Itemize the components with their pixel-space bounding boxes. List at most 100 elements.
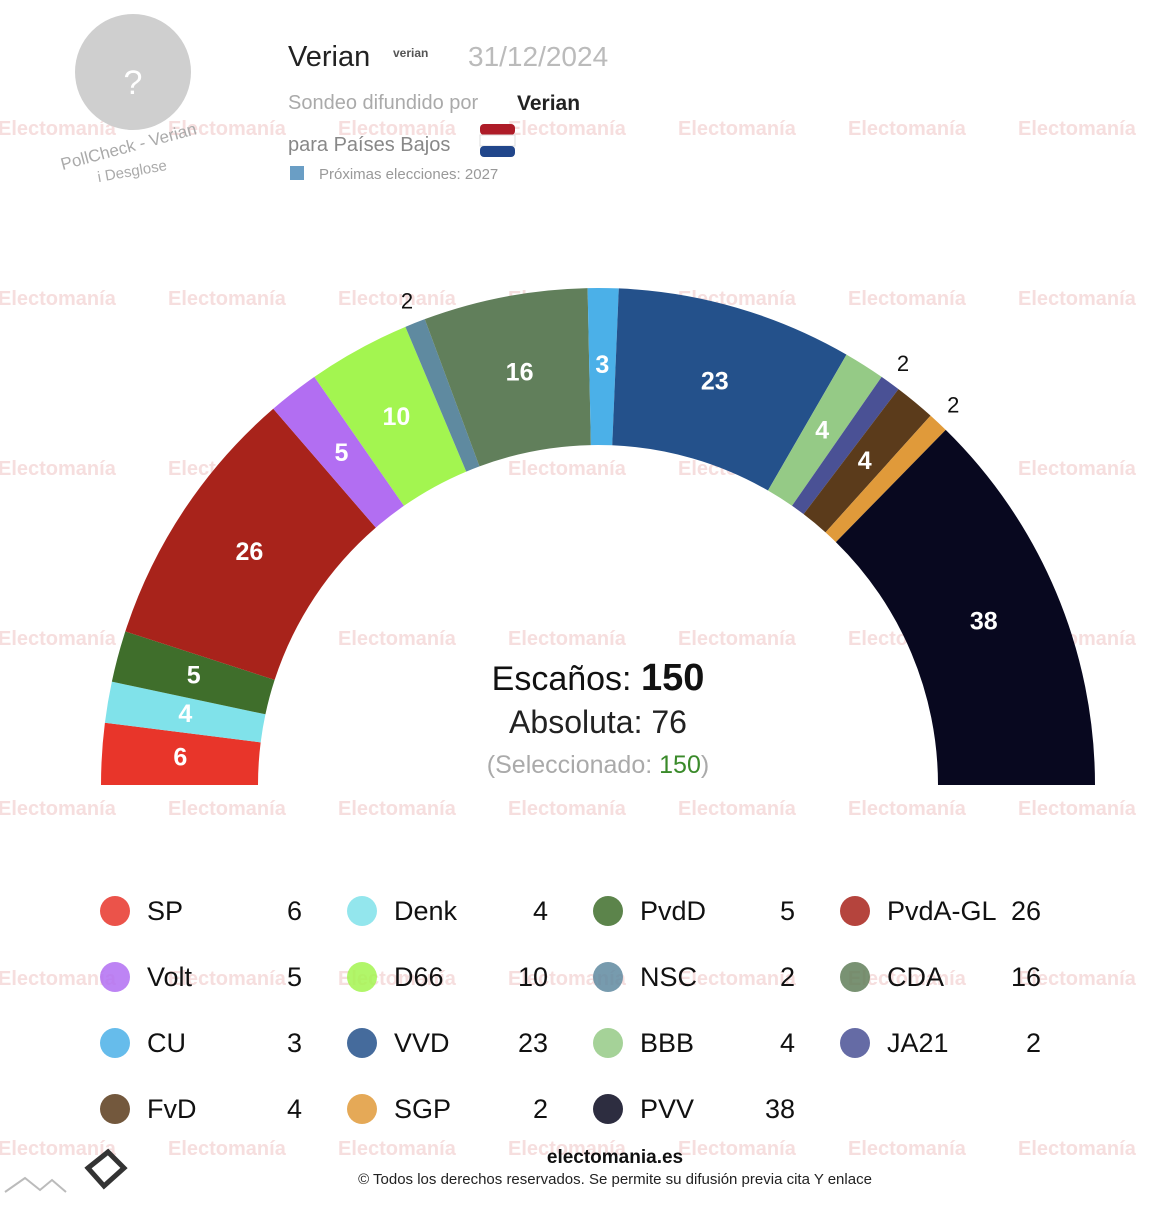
watermark: Electomanía xyxy=(678,628,797,650)
party-icon xyxy=(347,1028,377,1058)
avatar xyxy=(75,14,191,130)
watermark: Electomanía xyxy=(338,288,457,310)
watermark: Electomanía xyxy=(848,1138,967,1160)
watermark: Electomanía xyxy=(0,1138,117,1160)
party-name: FvD xyxy=(147,1094,197,1124)
party-name: CU xyxy=(147,1028,186,1058)
seat-segment[interactable] xyxy=(792,376,899,515)
watermark: Electomanía xyxy=(848,118,967,140)
watermark: Electomanía xyxy=(168,968,287,990)
party-icon xyxy=(593,1094,623,1124)
selected-close: ) xyxy=(701,751,709,779)
party-seats: 3 xyxy=(287,1028,302,1058)
seat-segment[interactable] xyxy=(825,415,946,543)
party-icon xyxy=(593,1028,623,1058)
seat-segment[interactable] xyxy=(405,319,480,472)
watermark: Electomanía xyxy=(0,288,117,310)
segment-label: 3 xyxy=(595,351,609,379)
legend: SP 6 Denk 4 PvdD 5 PvdA-GL 26 Volt 5 D66 10 NSC 2 CDA 1… xyxy=(100,896,1041,1124)
segment-label: 2 xyxy=(947,392,959,417)
watermark: Electomanía xyxy=(508,458,627,480)
party-icon xyxy=(100,962,130,992)
watermark: Electomanía xyxy=(1018,968,1137,990)
party-seats: 2 xyxy=(780,962,795,992)
watermark: Electomanía xyxy=(0,458,117,480)
watermark: Electomanía xyxy=(848,968,967,990)
watermark: Electomanía xyxy=(1018,798,1137,820)
segment-label: 38 xyxy=(970,607,998,635)
watermark: Electomanía xyxy=(1018,458,1137,480)
selected: (Seleccionado: 150) xyxy=(487,751,709,779)
segment-label: 26 xyxy=(236,538,264,566)
seat-segment[interactable] xyxy=(104,681,266,743)
seat-segment[interactable] xyxy=(768,354,882,506)
party-seats: 38 xyxy=(765,1094,795,1124)
ballot-icon xyxy=(290,166,304,180)
party-name: SP xyxy=(147,896,183,926)
watermark: Electomanía xyxy=(338,118,457,140)
party-name: PVV xyxy=(640,1094,694,1124)
spread-by-name: Verian xyxy=(517,92,580,115)
watermark: Electomanía xyxy=(508,798,627,820)
segment-label: 4 xyxy=(858,447,872,475)
watermark: Electomanía xyxy=(0,628,117,650)
seat-segment[interactable] xyxy=(314,326,467,506)
spread-by: Sondeo difundido por xyxy=(288,92,478,114)
seat-segment[interactable] xyxy=(803,389,931,533)
party-icon xyxy=(593,962,623,992)
party-icon xyxy=(100,896,130,926)
party-name: JA21 xyxy=(887,1028,949,1058)
segment-label: 10 xyxy=(382,403,410,431)
brand-logo xyxy=(84,1148,128,1190)
watermark: Electomanía xyxy=(508,118,627,140)
watermark: Electomanía xyxy=(1018,118,1137,140)
party-name: VVD xyxy=(394,1028,450,1058)
seats-label: Escaños: xyxy=(492,660,632,698)
party-icon xyxy=(840,962,870,992)
seats: Escaños: 150 xyxy=(492,657,705,699)
watermark: Electomanía xyxy=(678,1138,797,1160)
segment-label: 2 xyxy=(897,351,909,376)
country: para Países Bajos xyxy=(288,134,450,156)
watermark: Electomanía xyxy=(848,288,967,310)
seat-segment[interactable] xyxy=(111,631,275,715)
party-icon xyxy=(100,1094,130,1124)
party-seats: 2 xyxy=(533,1094,548,1124)
party-seats: 6 xyxy=(287,896,302,926)
watermark: Electomanía xyxy=(168,1138,287,1160)
seat-segment[interactable] xyxy=(612,288,847,491)
watermark: Electomanía xyxy=(1018,1138,1137,1160)
majority-value: 76 xyxy=(651,704,687,740)
pollster: Verian xyxy=(288,41,370,73)
seat-segment[interactable] xyxy=(835,429,1095,785)
selected-label: (Seleccionado: xyxy=(487,751,652,779)
seat-segment[interactable] xyxy=(587,288,619,446)
party-icon xyxy=(840,896,870,926)
party-seats: 10 xyxy=(518,962,548,992)
seat-segment[interactable] xyxy=(273,376,404,528)
watermark: Electomanía xyxy=(0,968,117,990)
avatar-text: ? xyxy=(124,64,143,102)
watermark: Electomanía xyxy=(168,118,287,140)
segment-label: 4 xyxy=(178,700,192,728)
seat-segment[interactable] xyxy=(101,722,261,785)
party-seats: 16 xyxy=(1011,962,1041,992)
party-name: CDA xyxy=(887,962,944,992)
watermark: Electomanía xyxy=(678,798,797,820)
party-icon xyxy=(347,896,377,926)
party-name: PvdA-GL xyxy=(887,896,997,926)
party-seats: 23 xyxy=(518,1028,548,1058)
party-name: NSC xyxy=(640,962,697,992)
watermark: Electomanía xyxy=(1018,288,1137,310)
seat-segment[interactable] xyxy=(424,288,591,467)
site[interactable]: electomania.es xyxy=(547,1147,683,1168)
party-name: SGP xyxy=(394,1094,451,1124)
seats-value: 150 xyxy=(641,657,704,699)
segment-label: 16 xyxy=(506,359,534,387)
watermark: Electomanía xyxy=(0,798,117,820)
party-seats: 5 xyxy=(287,962,302,992)
watermark: Electomanía xyxy=(168,798,287,820)
party-name: Volt xyxy=(147,962,193,992)
seat-segment[interactable] xyxy=(125,408,376,680)
party-name: BBB xyxy=(640,1028,694,1058)
